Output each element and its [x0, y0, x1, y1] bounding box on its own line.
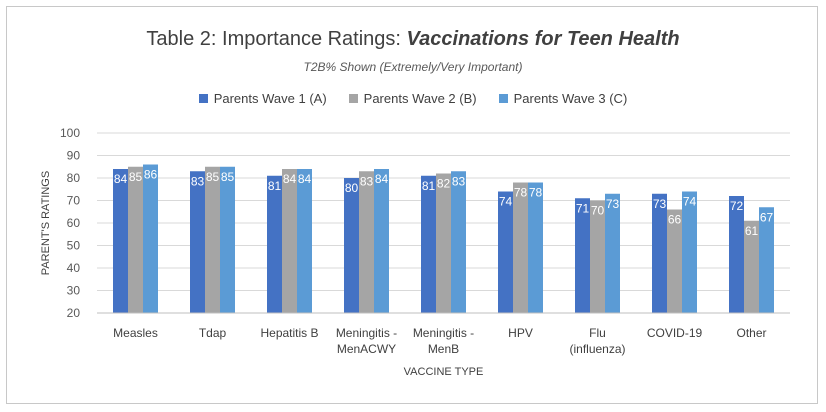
- data-label: 85: [129, 170, 143, 184]
- bar-1: [344, 178, 359, 313]
- bar-1: [267, 175, 282, 313]
- x-tick-label: COVID-19: [647, 326, 703, 340]
- chart-title: Table 2: Importance Ratings: Vaccination…: [0, 28, 826, 51]
- data-label: 81: [422, 179, 436, 193]
- bar-1: [729, 196, 744, 313]
- bar-2: [282, 169, 297, 313]
- y-tick-label: 50: [67, 239, 81, 253]
- bar-1: [575, 198, 590, 313]
- data-label: 80: [345, 181, 359, 195]
- x-tick-label: Tdap: [199, 326, 227, 340]
- x-tick-label: HPV: [508, 326, 533, 340]
- x-axis-title: VACCINE TYPE: [404, 366, 484, 378]
- data-label: 78: [514, 186, 528, 200]
- y-axis-title: PARENT'S RATINGS: [40, 171, 52, 275]
- bar-1: [113, 169, 128, 313]
- bar-2: [436, 173, 451, 313]
- data-label: 78: [529, 186, 543, 200]
- bar-3: [759, 207, 774, 313]
- chart-legend: Parents Wave 1 (A) Parents Wave 2 (B) Pa…: [0, 91, 826, 106]
- data-label: 85: [221, 170, 235, 184]
- y-tick-label: 60: [67, 216, 81, 230]
- x-tick-label: MenACWY: [337, 342, 396, 356]
- data-label: 81: [268, 179, 282, 193]
- x-tick-label: Flu: [589, 326, 606, 340]
- x-tick-label: Meningitis -: [413, 326, 474, 340]
- data-label: 84: [375, 172, 389, 186]
- bar-1: [652, 193, 667, 313]
- legend-swatch-wave-2: [348, 94, 358, 103]
- x-tick-label: Hepatitis B: [260, 326, 318, 340]
- data-label: 72: [730, 199, 744, 213]
- data-label: 66: [668, 213, 682, 227]
- bar-2: [128, 166, 143, 313]
- data-label: 86: [144, 168, 158, 182]
- data-label: 83: [191, 174, 205, 188]
- bar-3: [374, 169, 389, 313]
- x-tick-label: Other: [736, 326, 766, 340]
- x-tick-label: MenB: [428, 342, 459, 356]
- chart-title-emphasis: Vaccinations for Teen Health: [406, 28, 680, 50]
- data-label: 73: [606, 197, 620, 211]
- bar-3: [528, 182, 543, 313]
- chart-subtitle: T2B% Shown (Extremely/Very Important): [303, 60, 523, 74]
- bar-2: [744, 220, 759, 313]
- bar-2: [590, 200, 605, 313]
- bar-3: [297, 169, 312, 313]
- legend-label-wave-1: Parents Wave 1 (A): [213, 91, 327, 106]
- bar-1: [190, 171, 205, 313]
- x-tick-label: Measles: [113, 326, 158, 340]
- data-label: 67: [760, 210, 774, 224]
- chart-title-main: Table 2: Importance Ratings:: [146, 28, 407, 50]
- x-tick-label: (influenza): [569, 342, 625, 356]
- data-label: 82: [437, 177, 451, 191]
- legend-swatch-wave-1: [198, 94, 208, 103]
- legend-label-wave-2: Parents Wave 2 (B): [363, 91, 477, 106]
- legend-item-wave-1: Parents Wave 1 (A): [198, 91, 327, 106]
- y-tick-label: 90: [67, 149, 81, 163]
- legend-swatch-wave-3: [498, 94, 508, 103]
- data-label: 83: [452, 174, 466, 188]
- bar-3: [605, 193, 620, 313]
- data-label: 73: [653, 197, 667, 211]
- bar-1: [421, 175, 436, 313]
- data-label: 84: [283, 172, 297, 186]
- data-label: 83: [360, 174, 374, 188]
- bar-2: [205, 166, 220, 313]
- data-label: 61: [745, 224, 759, 238]
- y-tick-label: 80: [67, 171, 81, 185]
- y-tick-label: 70: [67, 194, 81, 208]
- bar-1: [498, 191, 513, 313]
- legend-item-wave-2: Parents Wave 2 (B): [348, 91, 477, 106]
- x-tick-label: Meningitis -: [336, 326, 397, 340]
- y-tick-label: 20: [67, 306, 81, 320]
- data-label: 74: [499, 195, 513, 209]
- y-tick-label: 40: [67, 261, 81, 275]
- legend-item-wave-3: Parents Wave 3 (C): [498, 91, 628, 106]
- bar-3: [143, 164, 158, 313]
- bar-2: [667, 209, 682, 313]
- y-tick-label: 30: [67, 284, 81, 298]
- bar-3: [682, 191, 697, 313]
- bar-2: [359, 171, 374, 313]
- y-tick-label: 100: [60, 126, 80, 140]
- data-label: 70: [591, 204, 605, 218]
- bar-3: [220, 166, 235, 313]
- data-label: 84: [114, 172, 128, 186]
- legend-label-wave-3: Parents Wave 3 (C): [513, 91, 628, 106]
- bar-3: [451, 171, 466, 313]
- data-label: 74: [683, 195, 697, 209]
- data-label: 71: [576, 201, 590, 215]
- data-label: 84: [298, 172, 312, 186]
- data-label: 85: [206, 170, 220, 184]
- bar-2: [513, 182, 528, 313]
